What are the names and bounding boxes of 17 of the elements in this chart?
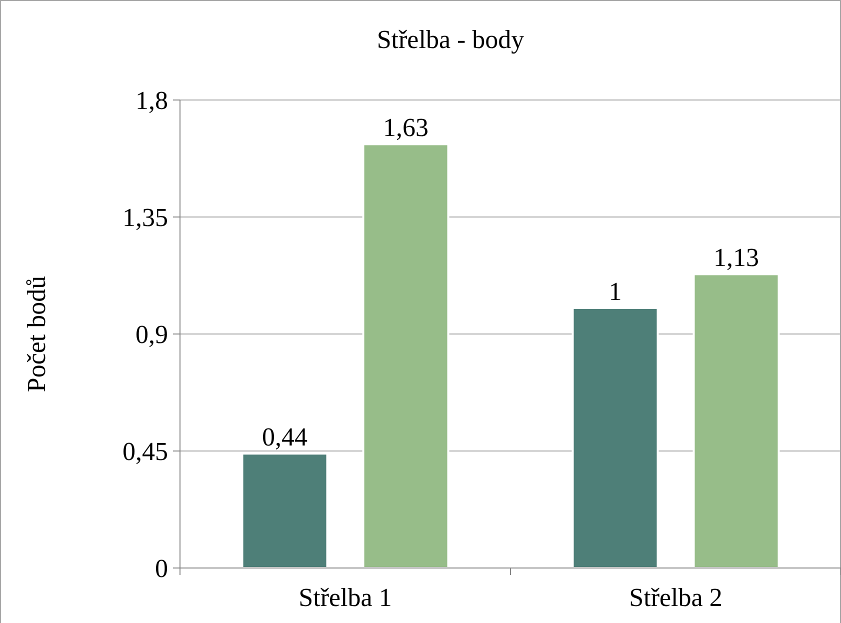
- y-tick-label: 1,35: [122, 203, 168, 232]
- y-tick-label: 0,45: [122, 437, 168, 466]
- x-tick-label: Střelba 2: [629, 583, 722, 612]
- y-tick-label: 0,9: [136, 320, 168, 350]
- y-tick-label: 0: [155, 554, 168, 584]
- chart-title: Střelba - body: [376, 25, 524, 54]
- data-label: 1: [608, 277, 622, 306]
- bar: [572, 307, 659, 569]
- y-tick-label: 1,8: [136, 86, 168, 116]
- data-label: 1,13: [714, 243, 759, 272]
- y-axis-title: Počet bodů: [22, 276, 51, 392]
- bar: [692, 273, 780, 569]
- data-label: 1,63: [383, 113, 428, 142]
- bar: [362, 143, 450, 569]
- bar: [241, 452, 328, 569]
- x-tick-label: Střelba 1: [298, 583, 392, 612]
- data-label: 0,44: [262, 422, 308, 452]
